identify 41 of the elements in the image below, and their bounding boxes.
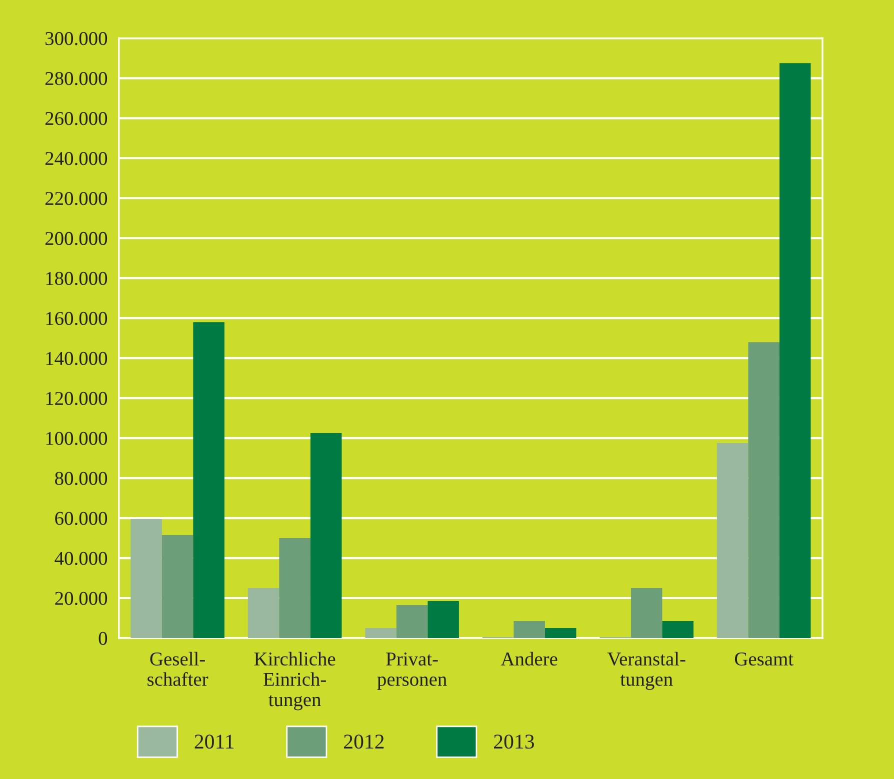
x-tick-label: Privat- personen — [377, 652, 447, 690]
x-tick-label: Kirchliche Einrich- tungen — [254, 652, 336, 710]
y-tick-label: 40.000 — [54, 552, 108, 566]
y-tick-label: 220.000 — [45, 192, 108, 206]
y-tick-label: 80.000 — [55, 472, 108, 486]
bar — [162, 535, 194, 638]
x-tick-label: Gesamt — [734, 652, 794, 666]
y-tick-label: 160.000 — [46, 312, 108, 326]
y-tick-label: 20.000 — [55, 592, 108, 606]
bar — [310, 433, 342, 638]
bar — [396, 605, 428, 638]
legend-label: 2013 — [494, 734, 534, 749]
legend-label: 2011 — [194, 734, 234, 749]
legend-label: 2012 — [344, 734, 384, 749]
bar — [716, 443, 748, 638]
y-tick-label: 60.000 — [55, 512, 108, 526]
bar — [544, 628, 576, 638]
bar — [428, 601, 459, 638]
bar — [514, 621, 545, 638]
x-tick-label: Gesell- schafter — [148, 652, 208, 686]
bar — [630, 588, 662, 638]
y-tick-label: 240.000 — [45, 152, 108, 166]
y-tick-label: 260.000 — [45, 112, 108, 126]
bar — [779, 63, 811, 638]
bar — [248, 588, 280, 638]
x-tick-label: Veranstal- tungen — [607, 652, 686, 690]
y-tick-label: 300.000 — [46, 32, 108, 46]
x-tick-label: Andere — [500, 652, 558, 666]
y-tick-label: 120.000 — [46, 392, 108, 406]
bar — [279, 538, 310, 638]
bar — [193, 322, 224, 638]
bar — [130, 519, 162, 638]
y-tick-label: 0 — [98, 632, 108, 645]
y-tick-label: 100.000 — [46, 432, 108, 446]
bar — [365, 628, 396, 638]
y-tick-label: 200.000 — [45, 232, 108, 246]
y-tick-label: 280.000 — [45, 72, 108, 86]
bar — [748, 342, 780, 638]
y-tick-label: 140.000 — [46, 352, 108, 366]
bar — [662, 621, 694, 638]
y-tick-label: 180.000 — [46, 272, 108, 286]
